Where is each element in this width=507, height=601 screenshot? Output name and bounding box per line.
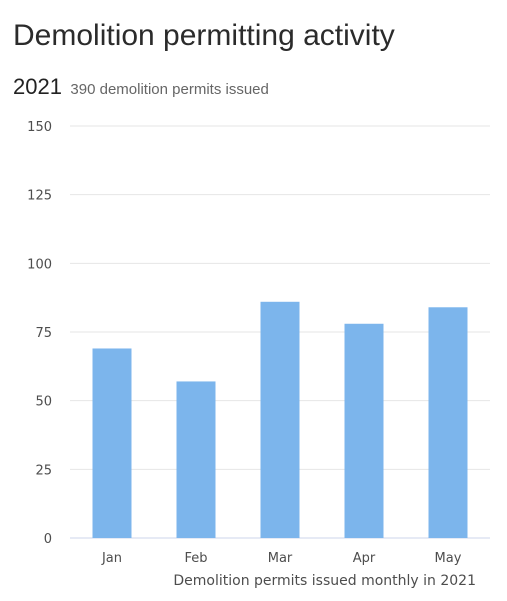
- x-tick-label: Feb: [184, 551, 207, 566]
- page-title: Demolition permitting activity: [13, 19, 395, 52]
- y-tick-label: 50: [35, 395, 52, 410]
- x-axis-title: Demolition permits issued monthly in 202…: [173, 573, 476, 589]
- bar-apr[interactable]: [344, 323, 384, 538]
- y-tick-label: 25: [35, 463, 52, 478]
- bar-feb[interactable]: [176, 381, 216, 538]
- x-tick-label: Jan: [101, 551, 122, 566]
- y-tick-label: 75: [35, 326, 52, 341]
- summary-year: 2021: [13, 74, 62, 99]
- summary: 2021 390 demolition permits issued: [13, 74, 269, 100]
- y-axis-labels: 0 25 50 75 100 125 150: [27, 120, 52, 547]
- bar-jan[interactable]: [92, 348, 132, 538]
- x-axis-labels: Jan Feb Mar Apr May: [101, 551, 462, 566]
- y-tick-label: 150: [27, 120, 52, 135]
- bar-may[interactable]: [428, 307, 468, 538]
- y-tick-label: 125: [27, 189, 52, 204]
- summary-text: 390 demolition permits issued: [70, 81, 269, 98]
- x-tick-label: Mar: [268, 551, 293, 566]
- bars: [92, 301, 468, 538]
- x-tick-label: May: [435, 551, 462, 566]
- bar-mar[interactable]: [260, 301, 300, 538]
- y-tick-label: 0: [44, 532, 52, 547]
- x-tick-label: Apr: [353, 551, 376, 566]
- y-tick-label: 100: [27, 257, 52, 272]
